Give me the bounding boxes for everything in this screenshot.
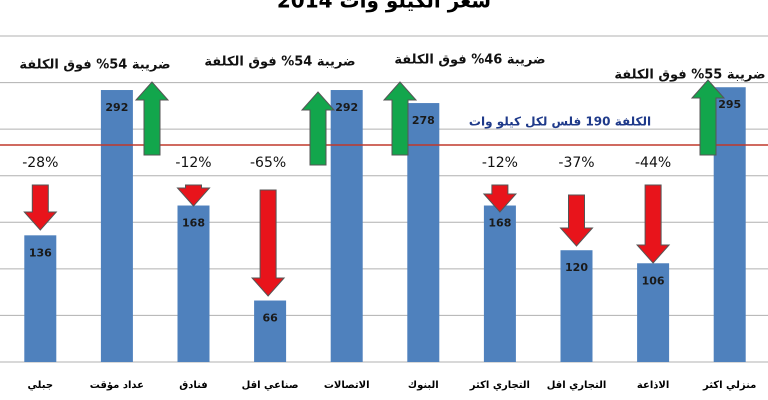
- value-label: 168: [488, 217, 511, 230]
- value-label: 295: [718, 98, 741, 111]
- tax-label: ضريبة 54% فوق الكلفة: [19, 58, 170, 73]
- bar: [330, 90, 363, 362]
- tax-label: ضريبة 46% فوق الكلفة: [394, 53, 545, 68]
- value-label: 120: [565, 261, 588, 274]
- x-tick-label: التجاري اكثر: [469, 380, 530, 391]
- bar: [407, 103, 440, 362]
- value-label: 66: [262, 312, 278, 325]
- down-arrow: [176, 184, 211, 207]
- reference-label: الكلفة 190 فلس لكل كيلو وات: [469, 114, 651, 129]
- bar: [637, 263, 670, 362]
- bar: [483, 205, 516, 362]
- change-label: -28%: [22, 155, 58, 171]
- tax-label: ضريبة 54% فوق الكلفة: [204, 55, 355, 70]
- bar: [713, 87, 746, 362]
- value-label: 106: [642, 274, 665, 287]
- x-tick-label: صناعي اقل: [242, 380, 299, 391]
- up-arrow: [134, 81, 170, 156]
- up-arrow: [300, 91, 336, 166]
- x-tick-label: الاتصالات: [324, 380, 370, 391]
- x-tick-label: البنوك: [408, 380, 439, 391]
- bar: [100, 90, 133, 362]
- value-label: 168: [182, 217, 205, 230]
- value-label: 136: [29, 246, 52, 259]
- down-arrow: [482, 184, 518, 213]
- x-tick-label: منزلي اكثر: [702, 380, 756, 391]
- change-label: -12%: [175, 155, 211, 171]
- down-arrow: [23, 184, 58, 231]
- down-arrow: [559, 194, 594, 247]
- x-tick-label: فنادق: [179, 380, 207, 391]
- bar: [177, 205, 210, 362]
- up-arrow: [690, 79, 726, 156]
- value-label: 292: [335, 101, 358, 114]
- change-label: -65%: [250, 155, 286, 171]
- down-arrow: [635, 184, 671, 264]
- x-tick-label: الاذاعة: [637, 380, 669, 391]
- down-arrow: [250, 189, 286, 297]
- x-tick-label: عداد مؤقت: [90, 380, 144, 391]
- change-label: -12%: [482, 155, 518, 171]
- up-arrow: [382, 81, 418, 156]
- bar: [560, 250, 593, 362]
- bar: [254, 300, 287, 362]
- change-label: -44%: [635, 155, 671, 171]
- value-label: 292: [105, 101, 128, 114]
- x-tick-label: التجاري اقل: [547, 380, 607, 391]
- chart-title: سعر الكيلو وات 2014: [277, 0, 491, 13]
- x-tick-label: جبلي: [28, 380, 54, 391]
- change-label: -37%: [558, 155, 594, 171]
- value-label: 278: [412, 114, 435, 127]
- tax-label: ضريبة 55% فوق الكلفة: [614, 68, 765, 83]
- bar: [24, 235, 57, 362]
